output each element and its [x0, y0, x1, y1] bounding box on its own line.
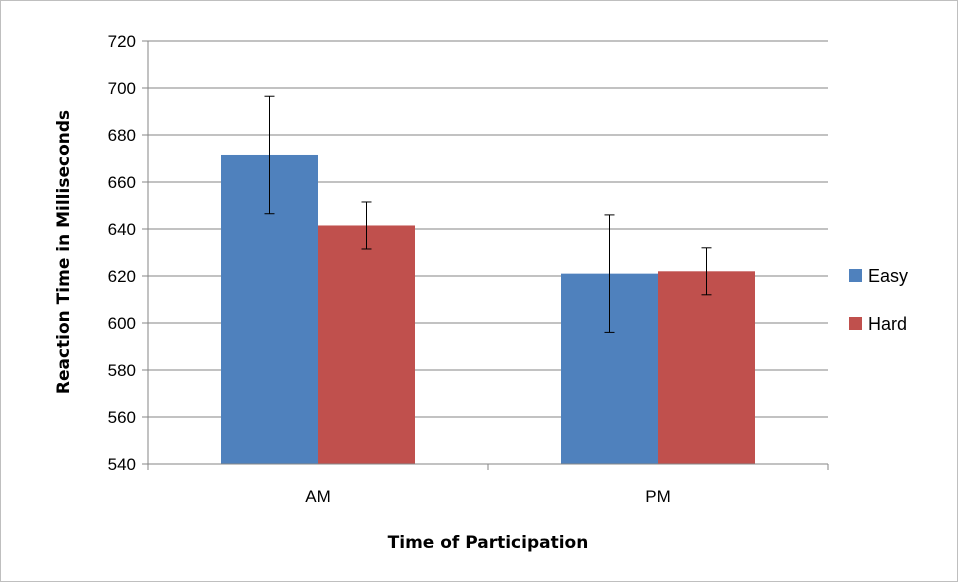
bars — [221, 154, 755, 464]
legend-swatch-hard — [849, 317, 862, 330]
y-axis-title: Reaction Time in Milliseconds — [54, 110, 74, 394]
y-tick-label: 640 — [108, 220, 136, 239]
bar-hard-pm — [658, 271, 755, 464]
legend-swatch-easy — [849, 269, 862, 282]
y-tick-label: 700 — [108, 79, 136, 98]
y-tick-label: 560 — [108, 408, 136, 427]
y-tick-label: 720 — [108, 32, 136, 51]
x-axis-title: Time of Participation — [388, 533, 589, 553]
error-bars — [264, 95, 712, 333]
y-tick-labels: 540 560 580 600 620 640 660 680 700 720 — [108, 32, 136, 474]
y-tick-label: 580 — [108, 361, 136, 380]
y-tick-label: 600 — [108, 314, 136, 333]
legend: Easy Hard — [849, 266, 908, 334]
y-tick-label: 540 — [108, 455, 136, 474]
legend-label-easy: Easy — [868, 266, 908, 286]
legend-label-hard: Hard — [868, 314, 907, 334]
x-tick-label: AM — [305, 487, 331, 506]
y-tick-label: 680 — [108, 126, 136, 145]
axes — [142, 40, 829, 470]
y-tick-label: 660 — [108, 173, 136, 192]
y-tick-label: 620 — [108, 267, 136, 286]
x-tick-labels: AM PM — [305, 487, 671, 506]
bar-hard-am — [318, 225, 415, 464]
x-tick-label: PM — [645, 487, 671, 506]
